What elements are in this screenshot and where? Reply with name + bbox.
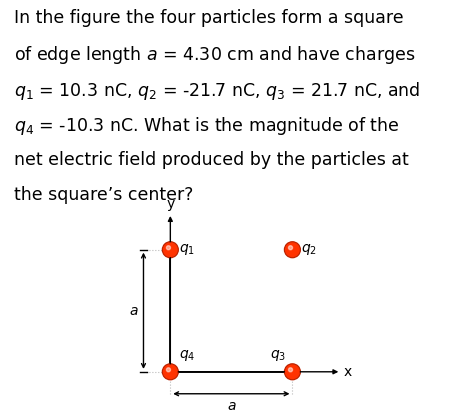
Circle shape (164, 243, 177, 256)
Circle shape (286, 365, 299, 378)
Circle shape (163, 364, 178, 380)
Text: y: y (166, 197, 174, 211)
Text: of edge length $a$ = 4.30 cm and have charges: of edge length $a$ = 4.30 cm and have ch… (14, 44, 416, 66)
Circle shape (164, 365, 177, 378)
Circle shape (163, 242, 178, 258)
Text: $q_1$ = 10.3 nC, $q_2$ = -21.7 nC, $q_3$ = 21.7 nC, and: $q_1$ = 10.3 nC, $q_2$ = -21.7 nC, $q_3$… (14, 80, 421, 102)
Circle shape (284, 242, 301, 258)
Text: net electric field produced by the particles at: net electric field produced by the parti… (14, 151, 409, 168)
Circle shape (286, 243, 299, 256)
Text: $q_4$ = -10.3 nC. What is the magnitude of the: $q_4$ = -10.3 nC. What is the magnitude … (14, 115, 400, 137)
Text: x: x (344, 365, 352, 379)
Text: $q_4$: $q_4$ (179, 348, 195, 363)
Text: $a$: $a$ (227, 399, 236, 413)
Circle shape (289, 246, 292, 250)
Circle shape (289, 368, 292, 372)
Text: $q_2$: $q_2$ (301, 242, 317, 257)
Text: $q_1$: $q_1$ (179, 242, 195, 257)
Circle shape (166, 246, 171, 250)
Circle shape (166, 368, 171, 372)
Text: In the figure the four particles form a square: In the figure the four particles form a … (14, 9, 404, 27)
Circle shape (284, 364, 301, 380)
Text: $a$: $a$ (129, 304, 138, 318)
Text: the square’s center?: the square’s center? (14, 186, 193, 204)
Text: $q_3$: $q_3$ (270, 348, 286, 363)
